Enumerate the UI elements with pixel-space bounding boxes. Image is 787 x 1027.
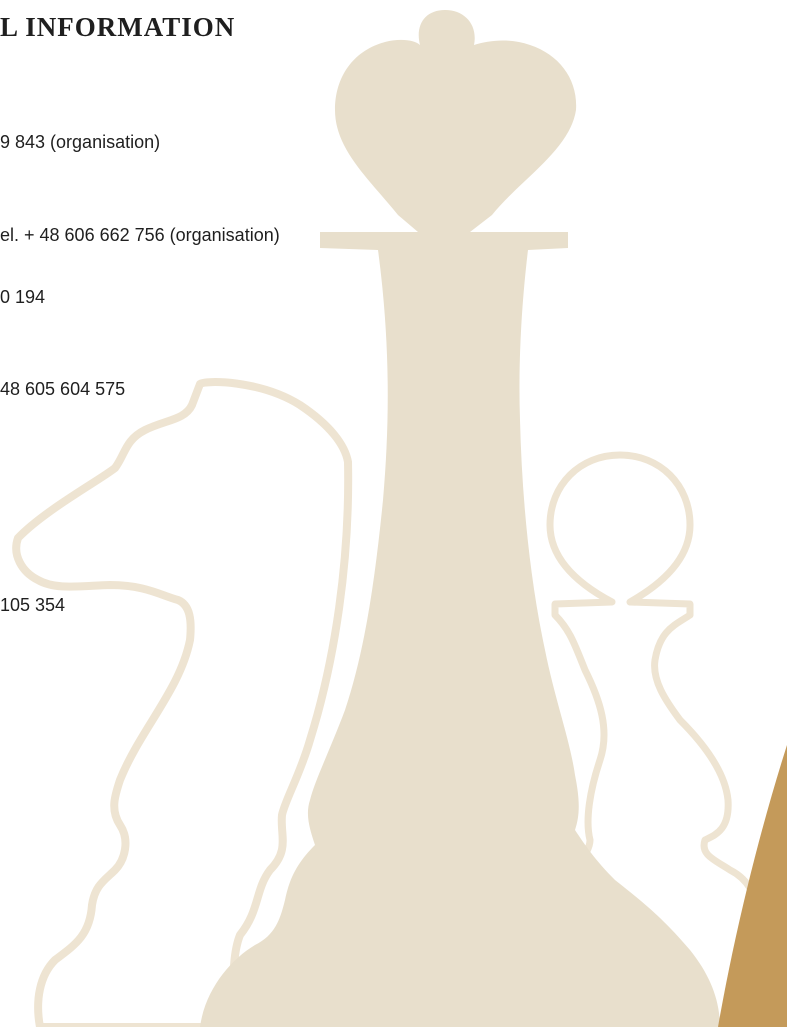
contact-line: 105 354 [0,595,65,616]
page: Information {"heading": "L INFORMATION",… [0,0,787,1027]
contact-line: 48 605 604 575 [0,379,125,400]
contact-line: 9 843 (organisation) [0,132,160,153]
contact-line: 0 194 [0,287,45,308]
page-body: L INFORMATION 9 843 (organisation) el. +… [0,0,787,1027]
section-heading: L INFORMATION [0,12,235,43]
contact-line: el. + 48 606 662 756 (organisation) [0,225,280,246]
chess-background [0,0,787,1027]
